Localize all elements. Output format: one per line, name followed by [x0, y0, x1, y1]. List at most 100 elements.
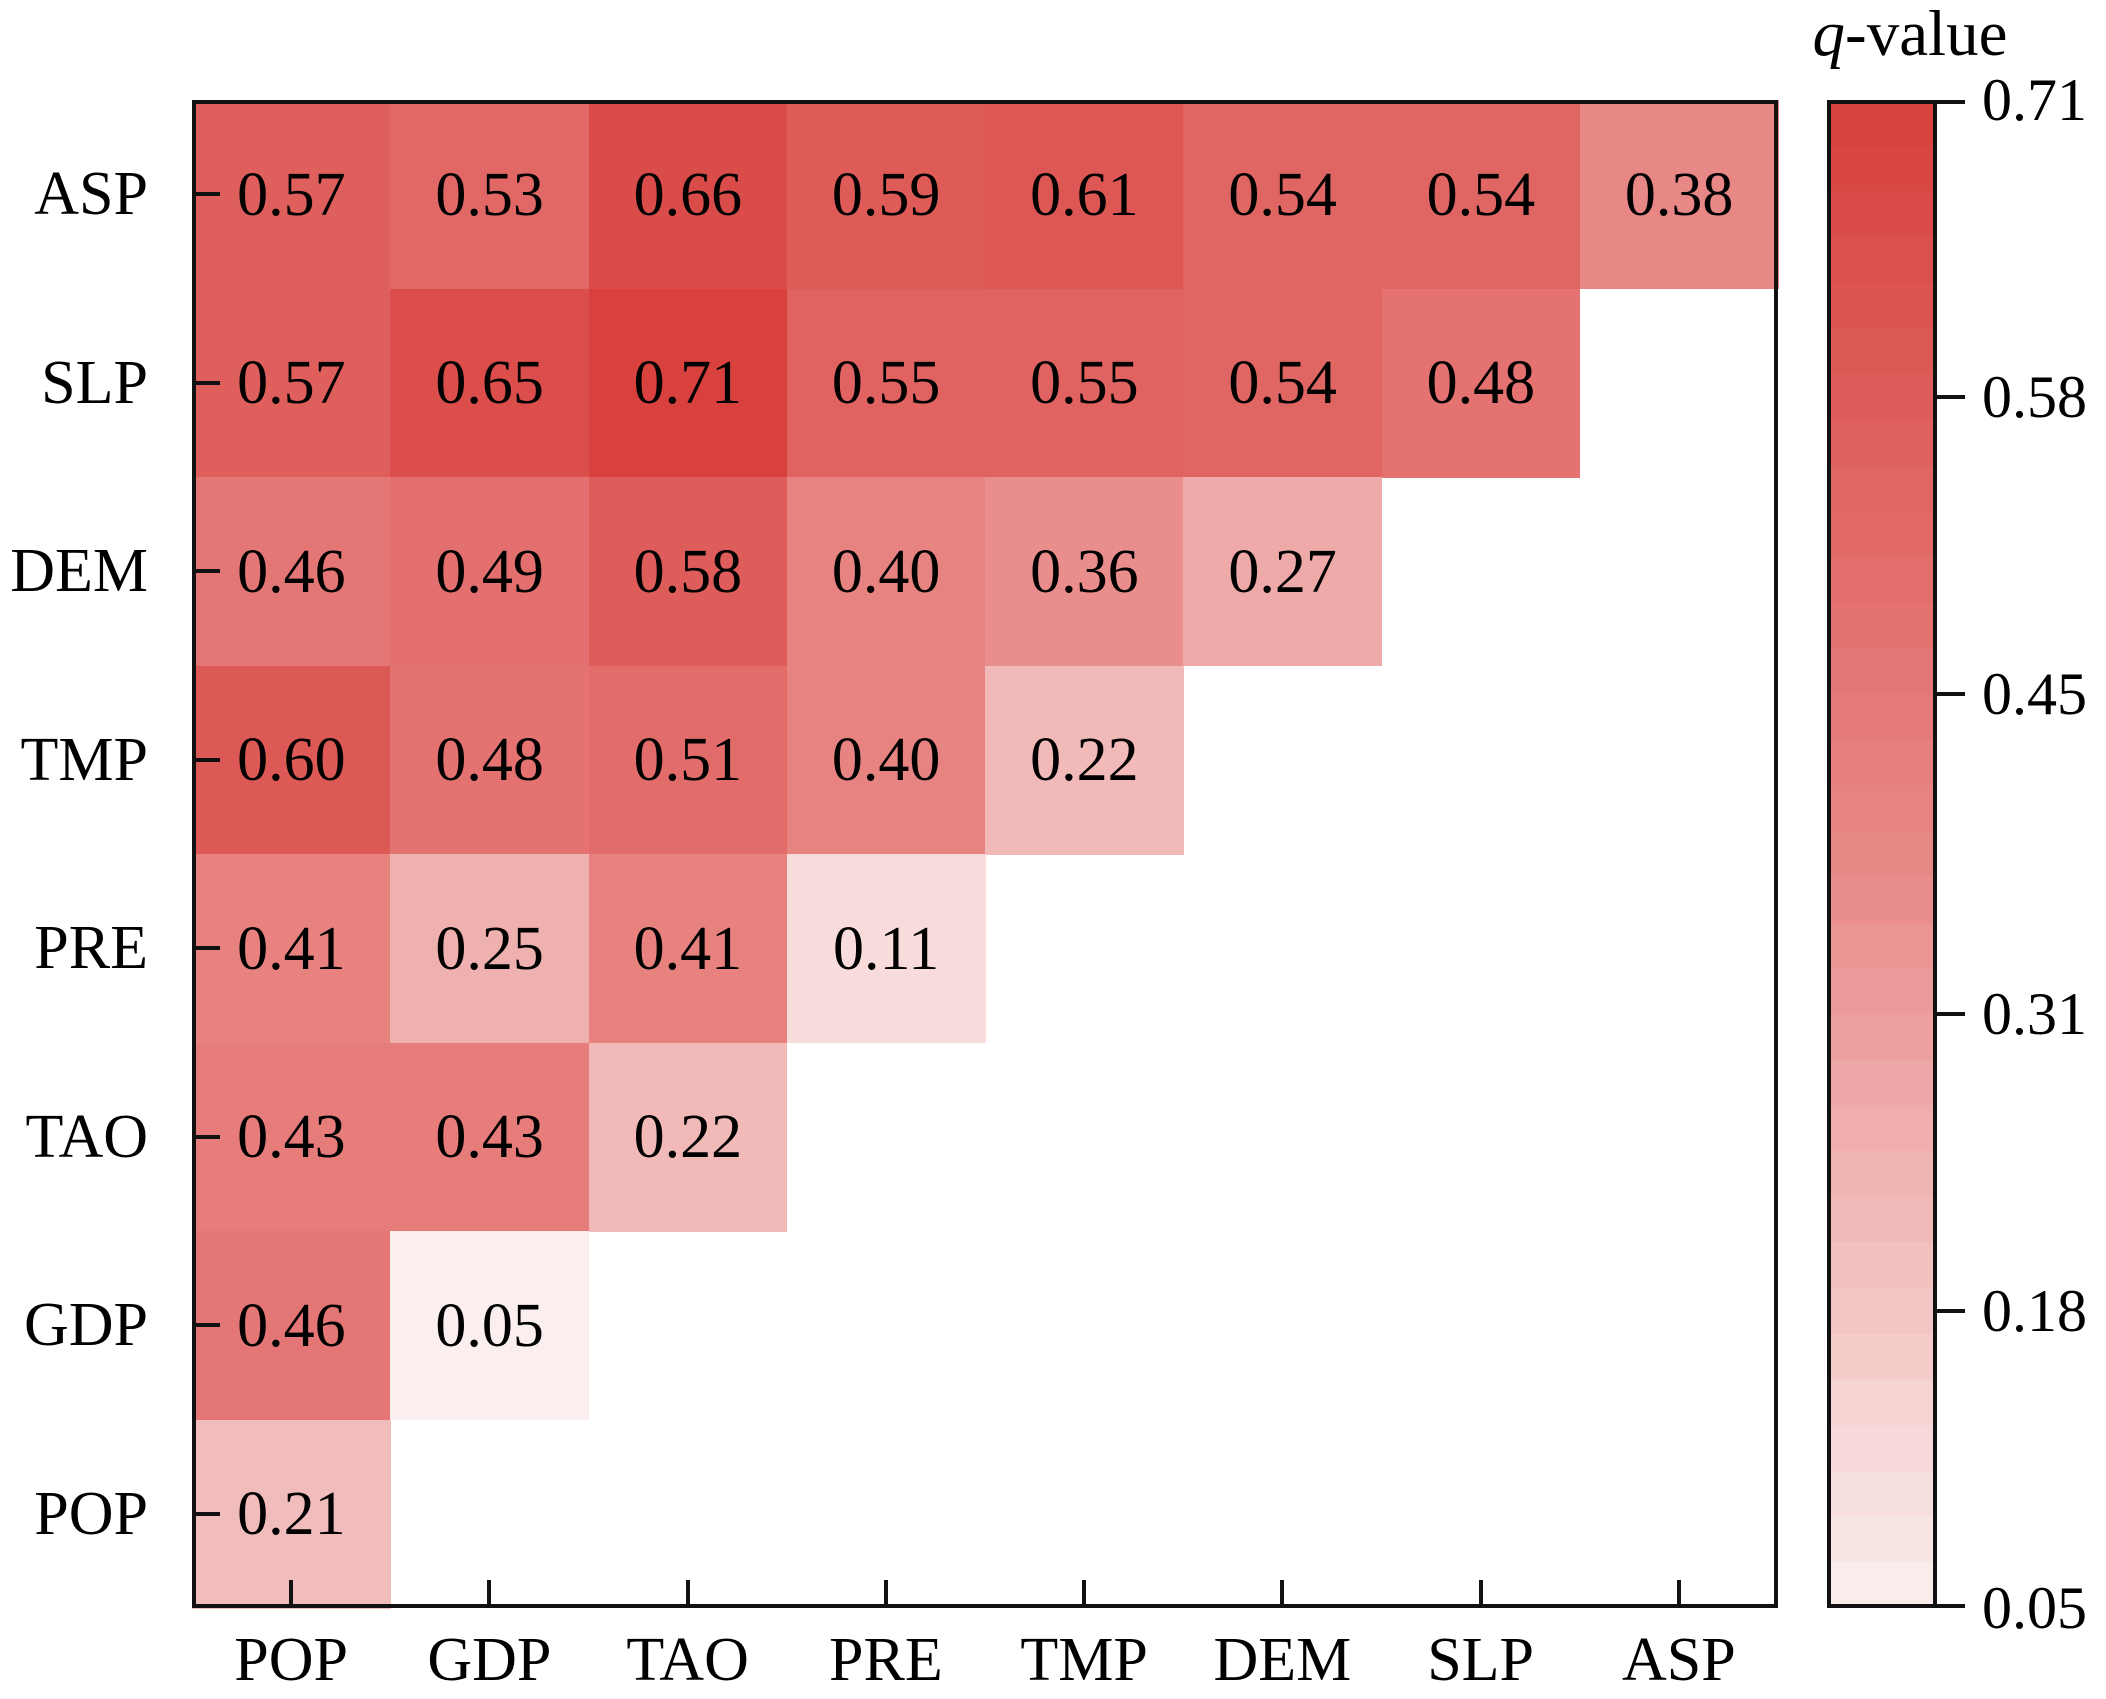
heatmap-cell-GDP-POP: 0.46 — [192, 1231, 391, 1420]
x-axis-tick — [1082, 1580, 1087, 1608]
x-axis-tick — [685, 1580, 690, 1608]
colorbar-band — [1827, 1059, 1937, 1106]
colorbar-tick — [1937, 395, 1965, 400]
colorbar — [1827, 100, 1937, 1609]
y-axis-label-POP: POP — [34, 1479, 148, 1548]
y-axis-tick — [192, 757, 220, 762]
colorbar-band — [1827, 831, 1937, 878]
colorbar-band — [1827, 785, 1937, 832]
colorbar-tick — [1937, 1604, 1965, 1608]
colorbar-band — [1827, 648, 1937, 695]
y-axis-label-PRE: PRE — [34, 914, 148, 983]
x-axis-tick — [487, 1580, 492, 1608]
heatmap-cell-ASP-TMP: 0.61 — [985, 100, 1184, 289]
y-axis-tick — [192, 380, 220, 385]
heatmap-cell-TMP-PRE: 0.40 — [786, 665, 986, 855]
colorbar-band — [1827, 465, 1937, 512]
colorbar-band — [1827, 419, 1937, 467]
y-axis-label-SLP: SLP — [41, 348, 148, 417]
heatmap-cell-DEM-TAO: 0.58 — [588, 477, 788, 666]
heatmap-cell-TMP-TAO: 0.51 — [588, 665, 788, 855]
heatmap-cell-PRE-TAO: 0.41 — [588, 854, 788, 1043]
colorbar-band — [1827, 1151, 1937, 1198]
colorbar-title-rest-part: -value — [1845, 0, 2008, 70]
colorbar-band — [1827, 145, 1937, 192]
colorbar-band — [1827, 1470, 1937, 1518]
heatmap-cell-DEM-GDP: 0.49 — [390, 477, 589, 666]
colorbar-band — [1827, 191, 1937, 238]
colorbar-tick — [1937, 692, 1965, 697]
colorbar-band — [1827, 739, 1937, 786]
colorbar-band — [1827, 511, 1937, 558]
colorbar-band — [1827, 282, 1937, 329]
x-axis-label-SLP: SLP — [1427, 1626, 1535, 1694]
colorbar-band — [1827, 968, 1937, 1015]
heatmap-cell-GDP-GDP: 0.05 — [390, 1231, 589, 1420]
y-axis-label-GDP: GDP — [23, 1291, 148, 1360]
heatmap-plot-area: 0.57 0.53 0.66 0.59 0.61 0.54 0.54 0.38 0.57 0.65… — [192, 100, 1779, 1609]
x-axis-tick — [1280, 1580, 1285, 1608]
colorbar-band — [1827, 1425, 1937, 1472]
colorbar-band — [1827, 556, 1937, 604]
colorbar-band — [1827, 1333, 1937, 1380]
y-axis-label-TAO: TAO — [25, 1102, 148, 1171]
heatmap-cell-TAO-POP: 0.43 — [192, 1042, 391, 1232]
colorbar-band — [1827, 237, 1937, 284]
colorbar-tick-label: 0.18 — [1982, 1277, 2087, 1344]
colorbar-band — [1827, 328, 1937, 375]
heatmap-cell-ASP-POP: 0.57 — [192, 100, 391, 289]
colorbar-band — [1827, 1516, 1937, 1563]
colorbar-band — [1827, 1562, 1937, 1609]
x-axis-tick — [1478, 1580, 1483, 1608]
x-axis-tick — [289, 1580, 294, 1608]
colorbar-band — [1827, 1105, 1937, 1152]
heatmap-cell-PRE-POP: 0.41 — [192, 854, 391, 1043]
colorbar-tick-label: 0.31 — [1982, 980, 2087, 1047]
colorbar-tick-label: 0.58 — [1982, 364, 2087, 431]
heatmap-cell-SLP-PRE: 0.55 — [786, 288, 986, 478]
heatmap-cell-DEM-PRE: 0.40 — [786, 477, 986, 666]
colorbar-band — [1827, 876, 1937, 924]
heatmap-cell-TMP-GDP: 0.48 — [390, 665, 589, 855]
colorbar-band — [1827, 694, 1937, 741]
colorbar-band — [1827, 1242, 1937, 1289]
y-axis-label-DEM: DEM — [10, 537, 148, 606]
x-axis-label-DEM: DEM — [1213, 1626, 1352, 1694]
colorbar-tick-label: 0.45 — [1982, 661, 2087, 728]
colorbar-band — [1827, 602, 1937, 649]
y-axis-label-TMP: TMP — [20, 725, 148, 794]
colorbar-band — [1827, 374, 1937, 421]
y-axis-tick — [192, 1323, 220, 1328]
colorbar-title: q-value — [1790, 2, 2030, 67]
heatmap-cell-TMP-TMP: 0.22 — [985, 665, 1184, 855]
colorbar-band — [1827, 1288, 1937, 1335]
y-axis-tick — [192, 569, 220, 574]
heatmap-cell-SLP-SLP: 0.48 — [1381, 288, 1581, 478]
heatmap-cell-SLP-TAO: 0.71 — [588, 288, 788, 478]
colorbar-tick-label: 0.05 — [1982, 1575, 2087, 1641]
x-axis-label-TAO: TAO — [626, 1626, 749, 1694]
colorbar-tick — [1937, 1011, 1965, 1016]
y-axis-label-ASP: ASP — [34, 160, 148, 229]
x-axis-tick — [1676, 1580, 1681, 1608]
y-axis-tick — [192, 1511, 220, 1516]
x-axis-label-ASP: ASP — [1622, 1626, 1736, 1694]
heatmap-cell-SLP-GDP: 0.65 — [390, 288, 589, 478]
heatmap-cell-SLP-TMP: 0.55 — [985, 288, 1184, 478]
heatmap-cell-ASP-TAO: 0.66 — [588, 100, 788, 289]
y-axis-tick — [192, 192, 220, 197]
heatmap-cell-ASP-ASP: 0.38 — [1579, 100, 1779, 289]
x-axis-label-PRE: PRE — [829, 1626, 943, 1694]
x-axis-tick — [883, 1580, 888, 1608]
heatmap-cell-SLP-POP: 0.57 — [192, 288, 391, 478]
heatmap-cell-ASP-PRE: 0.59 — [786, 100, 986, 289]
heatmap-cell-ASP-DEM: 0.54 — [1183, 100, 1382, 289]
heatmap-cell-PRE-PRE: 0.11 — [786, 854, 986, 1043]
colorbar-band — [1827, 1379, 1937, 1426]
colorbar-tick-label: 0.71 — [1982, 67, 2087, 133]
colorbar-tick — [1937, 100, 1965, 104]
heatmap-cell-TAO-TAO: 0.22 — [588, 1042, 788, 1232]
colorbar-band — [1827, 1196, 1937, 1243]
x-axis-label-POP: POP — [234, 1626, 348, 1694]
